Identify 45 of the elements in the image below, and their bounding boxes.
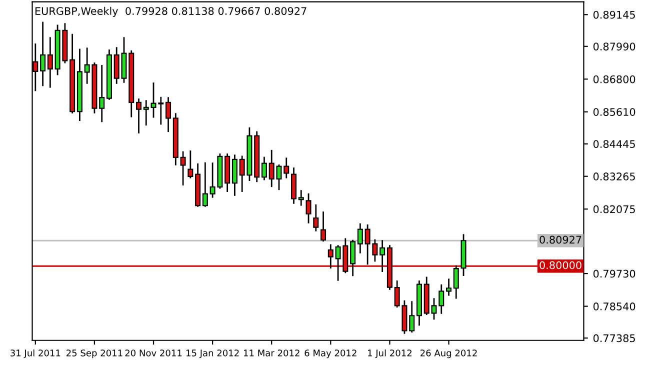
candlestick bbox=[298, 190, 304, 206]
ref-line-label: 0.80000 bbox=[540, 261, 582, 270]
x-tick-label: 26 Aug 2012 bbox=[420, 350, 477, 358]
y-tick-label: 0.86800 bbox=[593, 75, 636, 84]
x-tick-label: 11 Mar 2012 bbox=[244, 350, 300, 356]
candlestick bbox=[232, 154, 238, 196]
candlestick bbox=[350, 240, 356, 276]
y-tick-label: 0.82075 bbox=[593, 205, 635, 214]
candlestick bbox=[328, 244, 334, 268]
x-tick-label: 6 May 2012 bbox=[304, 350, 356, 358]
x-tick-label: 25 Sep 2011 bbox=[66, 350, 122, 358]
candlestick bbox=[40, 22, 46, 86]
x-tick-label: 1 Jul 2012 bbox=[368, 349, 412, 358]
candlestick bbox=[409, 301, 415, 333]
y-tick-label: 0.83265 bbox=[593, 172, 635, 180]
candlestick bbox=[180, 151, 186, 186]
y-tick-label: 0.87990 bbox=[593, 42, 636, 50]
candlestick bbox=[47, 37, 53, 88]
candlestick bbox=[446, 278, 452, 296]
y-tick-label: 0.85610 bbox=[593, 108, 636, 116]
candlestick bbox=[357, 223, 363, 254]
candlestick bbox=[313, 204, 319, 232]
candlestick bbox=[380, 240, 386, 272]
y-tick-label: 0.79730 bbox=[593, 270, 636, 278]
candlestick bbox=[136, 98, 142, 134]
candlestick bbox=[438, 284, 444, 314]
candlestick bbox=[166, 97, 172, 132]
candlestick bbox=[320, 212, 326, 242]
y-tick-label: 0.77385 bbox=[593, 334, 635, 342]
candlestick bbox=[453, 265, 459, 299]
x-tick-label: 31 Jul 2011 bbox=[10, 349, 60, 358]
ref-line-label: 0.80927 bbox=[540, 236, 582, 244]
candlestick bbox=[284, 158, 290, 178]
y-tick-label: 0.78540 bbox=[593, 302, 636, 310]
candlestick bbox=[202, 162, 208, 207]
candlestick bbox=[261, 156, 267, 180]
chart-title: EURGBP,Weekly 0.79928 0.81138 0.79667 0.80927 bbox=[35, 6, 306, 17]
y-tick-label: 0.84445 bbox=[593, 140, 635, 148]
candlestick bbox=[99, 64, 105, 122]
candlestick bbox=[188, 150, 194, 178]
x-tick-label: 15 Jan 2012 bbox=[186, 350, 239, 358]
candlestick bbox=[306, 193, 312, 224]
candlestick bbox=[143, 100, 149, 126]
x-tick-label: 20 Nov 2011 bbox=[125, 350, 182, 356]
y-tick-label: 0.89145 bbox=[593, 10, 635, 19]
